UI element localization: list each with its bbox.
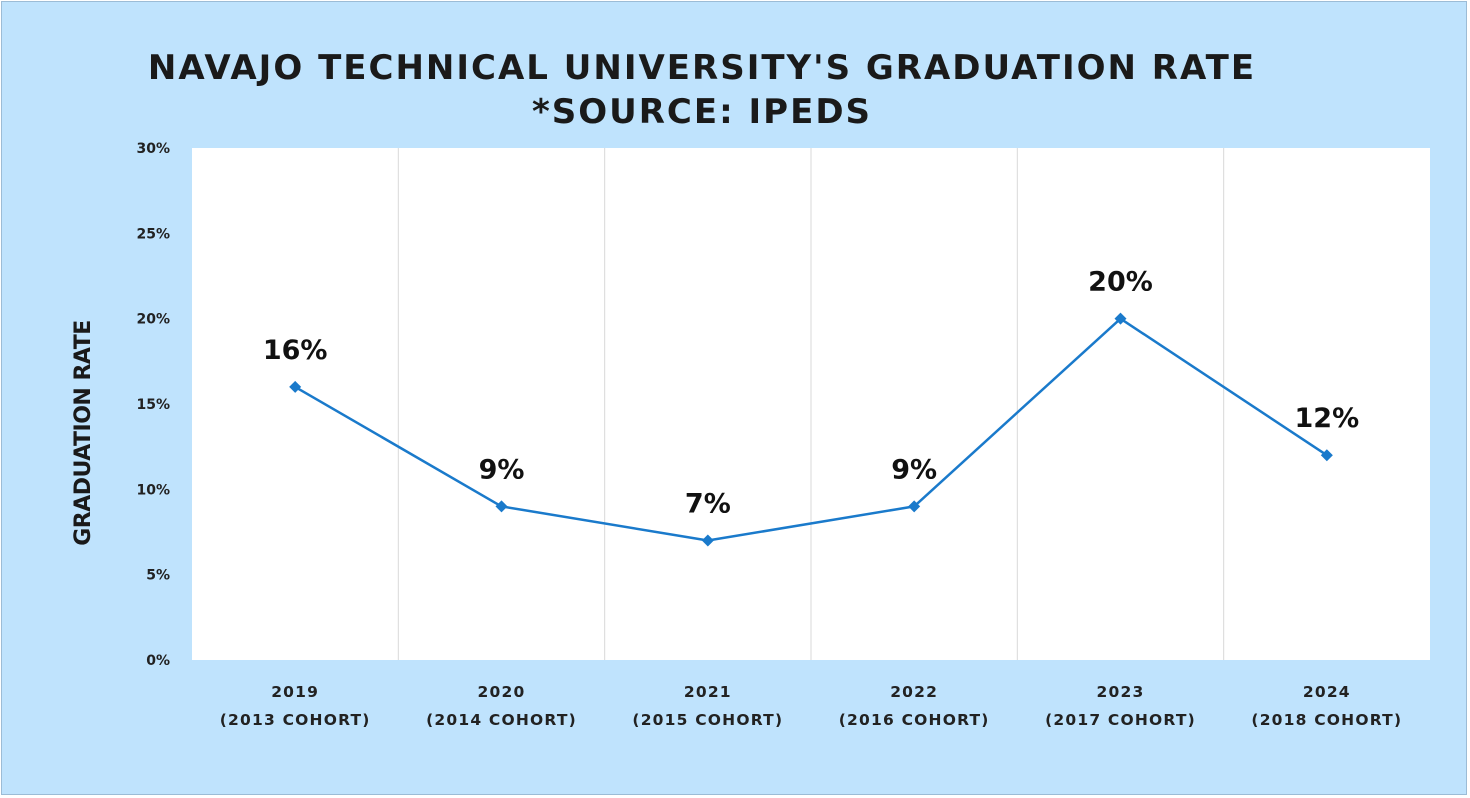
series-line [294,317,1328,542]
x-axis-ticks: 2019 (2013 COHORT) 2020 (2014 COHORT) 2021 (2… [220,683,1402,729]
x-tick-label: 2023 (2017 COHORT) [1045,683,1196,729]
data-label: 9% [479,454,525,485]
y-tick-label: 30% [136,141,170,157]
x-tick-year: 2024 [1303,683,1351,701]
data-point-marker [1320,449,1333,462]
y-tick-label: 10% [136,482,170,498]
x-tick-cohort: (2016 COHORT) [839,711,990,729]
y-axis-ticks: 0% 5% 10% 15% 20% 25% 30% [136,141,170,669]
chart-title: NAVAJO TECHNICAL UNIVERSITY'S GRADUATION… [147,48,1257,88]
x-tick-label: 2024 (2018 COHORT) [1251,683,1402,729]
data-point-marker [701,534,714,547]
x-tick-year: 2019 [271,683,319,701]
y-tick-label: 15% [136,397,170,413]
x-tick-label: 2019 (2013 COHORT) [220,683,371,729]
x-tick-cohort: (2013 COHORT) [220,711,371,729]
x-tick-year: 2023 [1097,683,1145,701]
y-tick-label: 20% [136,312,170,328]
x-tick-cohort: (2018 COHORT) [1251,711,1402,729]
data-point-marker [1114,312,1127,325]
data-label: 12% [1295,403,1360,434]
data-point-marker [289,380,302,393]
gridlines [397,148,1225,660]
data-label: 20% [1088,267,1153,298]
x-tick-label: 2020 (2014 COHORT) [426,683,577,729]
y-tick-label: 5% [146,568,170,584]
x-tick-cohort: (2014 COHORT) [426,711,577,729]
x-tick-cohort: (2017 COHORT) [1045,711,1196,729]
data-label: 7% [685,489,731,520]
data-point-marker [908,500,921,513]
series-graduation-rate [289,312,1333,547]
chart-title-block: NAVAJO TECHNICAL UNIVERSITY'S GRADUATION… [2,46,1402,134]
x-tick-label: 2022 (2016 COHORT) [839,683,990,729]
data-labels: 16% 9% 7% 9% 20% 12% [263,267,1359,520]
x-tick-label: 2021 (2015 COHORT) [632,683,783,729]
data-label: 16% [263,335,328,366]
y-tick-label: 25% [136,226,170,242]
chart-subtitle: *SOURCE: IPEDS [531,92,873,132]
x-tick-year: 2020 [478,683,526,701]
data-label: 9% [891,454,937,485]
x-tick-cohort: (2015 COHORT) [632,711,783,729]
x-tick-year: 2021 [684,683,732,701]
y-tick-label: 0% [146,653,170,669]
data-point-marker [495,500,508,513]
x-tick-year: 2022 [890,683,938,701]
